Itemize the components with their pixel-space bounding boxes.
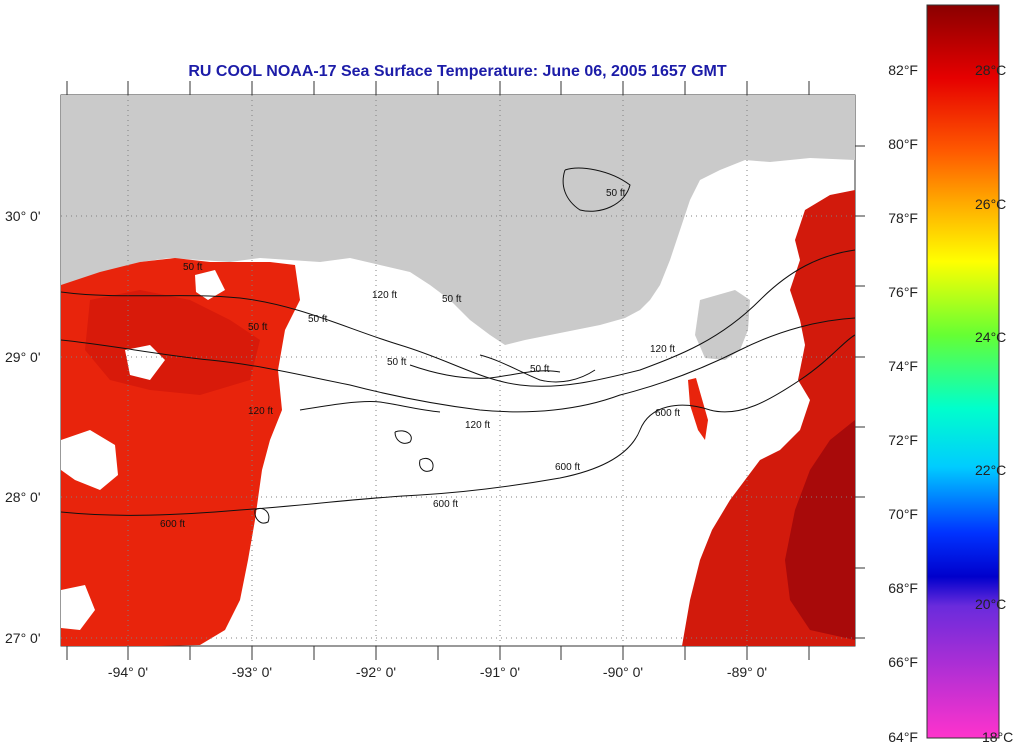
contour-label: 600 ft xyxy=(433,499,458,510)
cloud-hole-2 xyxy=(125,345,165,380)
cloud-hole-1 xyxy=(61,430,118,490)
scale-c-label: 20°C xyxy=(975,596,1006,612)
contour-label: 600 ft xyxy=(555,462,580,473)
contour-label: 50 ft xyxy=(387,357,407,368)
contour-label: 120 ft xyxy=(650,344,675,355)
contour-label: 50 ft xyxy=(308,314,328,325)
contour-labels: 50 ft 50 ft 50 ft 50 ft 50 ft 50 ft 50 f… xyxy=(160,188,680,530)
sst-patch-east-hot xyxy=(785,420,855,640)
contour-label: 50 ft xyxy=(530,364,550,375)
latitude-label: 29° 0' xyxy=(5,349,41,365)
contour-label: 50 ft xyxy=(248,322,268,333)
map-title: RU COOL NOAA-17 Sea Surface Temperature:… xyxy=(188,63,727,80)
sst-coastal-streak xyxy=(688,378,708,440)
bathymetry-contours xyxy=(61,167,855,524)
color-scale: 82°F 80°F 78°F 76°F 74°F 72°F 70°F 68°F … xyxy=(888,4,1013,745)
contour-label: 600 ft xyxy=(160,519,185,530)
scale-c-label: 22°C xyxy=(975,462,1006,478)
latitude-label: 28° 0' xyxy=(5,489,41,505)
longitude-labels: -94° 0' -93° 0' -92° 0' -91° 0' -90° 0' … xyxy=(108,664,767,680)
map-area: 50 ft 50 ft 50 ft 50 ft 50 ft 50 ft 50 f… xyxy=(61,95,855,646)
contour-label: 120 ft xyxy=(248,406,273,417)
scale-f-label: 64°F xyxy=(888,729,918,745)
scale-f-label: 76°F xyxy=(888,284,918,300)
axis-ticks xyxy=(66,81,865,660)
color-scale-bar xyxy=(926,4,1000,739)
contour-label: 120 ft xyxy=(372,290,397,301)
latitude-labels: 30° 0' 29° 0' 28° 0' 27° 0' xyxy=(5,208,41,646)
latitude-label: 30° 0' xyxy=(5,208,41,224)
scale-c-label: 18°C xyxy=(982,729,1013,745)
land-mass xyxy=(61,95,855,345)
latitude-label: 27° 0' xyxy=(5,630,41,646)
longitude-label: -92° 0' xyxy=(356,664,396,680)
scale-f-label: 82°F xyxy=(888,62,918,78)
scale-f-label: 74°F xyxy=(888,358,918,374)
scale-c-label: 24°C xyxy=(975,329,1006,345)
contour-label: 120 ft xyxy=(465,420,490,431)
scale-f-label: 66°F xyxy=(888,654,918,670)
land-east-delta xyxy=(695,290,750,360)
contour-label: 50 ft xyxy=(442,294,462,305)
longitude-label: -93° 0' xyxy=(232,664,272,680)
longitude-label: -91° 0' xyxy=(480,664,520,680)
longitude-label: -94° 0' xyxy=(108,664,148,680)
scale-f-label: 68°F xyxy=(888,580,918,596)
scale-c-label: 28°C xyxy=(975,62,1006,78)
scale-f-label: 72°F xyxy=(888,432,918,448)
longitude-label: -89° 0' xyxy=(727,664,767,680)
longitude-label: -90° 0' xyxy=(603,664,643,680)
scale-f-label: 70°F xyxy=(888,506,918,522)
contour-label: 50 ft xyxy=(183,262,203,273)
contour-label: 600 ft xyxy=(655,408,680,419)
contour-label: 50 ft xyxy=(606,188,626,199)
graticule xyxy=(61,95,855,646)
cloud-hole-3 xyxy=(61,585,95,630)
scale-c-label: 26°C xyxy=(975,196,1006,212)
scale-f-label: 80°F xyxy=(888,136,918,152)
scale-f-label: 78°F xyxy=(888,210,918,226)
cloud-hole-4 xyxy=(195,270,225,300)
